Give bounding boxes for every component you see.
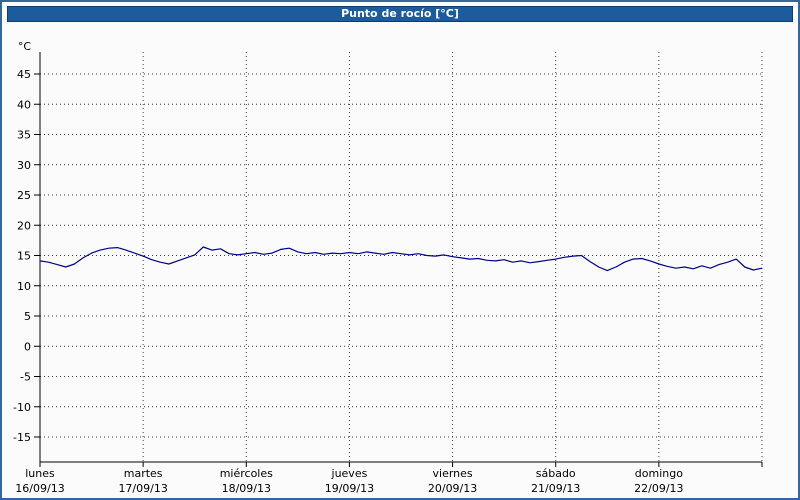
- x-date-label: 17/09/13: [118, 482, 167, 495]
- x-day-label: sábado: [536, 467, 576, 480]
- y-tick-label: 40: [17, 98, 31, 111]
- x-day-label: jueves: [331, 467, 368, 480]
- x-date-label: 20/09/13: [428, 482, 477, 495]
- y-tick-label: 25: [17, 189, 31, 202]
- y-tick-label: -5: [20, 371, 31, 384]
- x-date-label: 18/09/13: [222, 482, 271, 495]
- x-day-label: viernes: [433, 467, 473, 480]
- dew-point-chart: 45 40 35 30 25 20 15 10 5 0 -5 -10 -15 °C lunes 16/09/1…: [13, 40, 763, 495]
- y-tick-label: 30: [17, 159, 31, 172]
- y-tick-label: 45: [17, 68, 31, 81]
- x-date-label: 16/09/13: [15, 482, 64, 495]
- x-date-label: 19/09/13: [325, 482, 374, 495]
- x-day-label: martes: [124, 467, 163, 480]
- y-tick-label: 20: [17, 219, 31, 232]
- dew-point-line: [39, 246, 763, 272]
- y-tick-label: 10: [17, 280, 31, 293]
- y-tick-label: 0: [24, 340, 31, 353]
- x-day-label: domingo: [635, 467, 683, 480]
- x-date-label: 21/09/13: [531, 482, 580, 495]
- y-axis-unit-label: °C: [18, 40, 32, 53]
- x-date-label: 22/09/13: [634, 482, 683, 495]
- y-tick-label: 5: [24, 310, 31, 323]
- chart-title: Punto de rocío [°C]: [7, 6, 793, 22]
- x-day-label: lunes: [25, 467, 55, 480]
- y-tick-label: -15: [13, 431, 31, 444]
- x-day-label: miércoles: [220, 467, 273, 480]
- y-tick-label: -10: [13, 401, 31, 414]
- y-tick-label: 15: [17, 250, 31, 263]
- y-tick-label: 35: [17, 129, 31, 142]
